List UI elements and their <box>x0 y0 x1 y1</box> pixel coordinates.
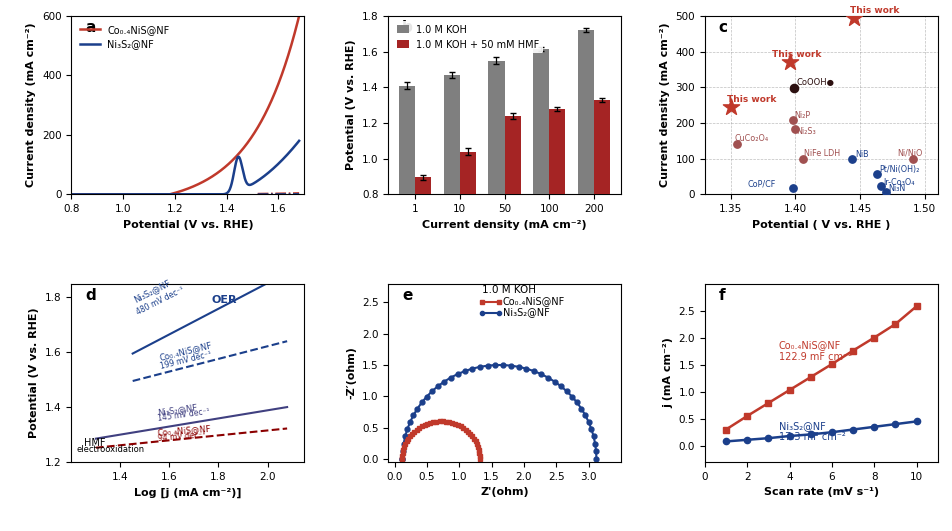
Point <box>785 116 801 125</box>
X-axis label: Potential ( V vs. RHE ): Potential ( V vs. RHE ) <box>752 220 890 229</box>
Ni₃S₂@NF <box>248 181 259 187</box>
Text: CuCo₂O₄: CuCo₂O₄ <box>735 134 768 143</box>
Co₀.₄NiS@NF <box>89 191 100 198</box>
Text: Co₀.₄NiS@NF: Co₀.₄NiS@NF <box>157 424 212 437</box>
Y-axis label: Potential (V vs. RHE): Potential (V vs. RHE) <box>30 307 39 438</box>
Co₀.₄NiS@NF <box>244 138 255 144</box>
Bar <box>415 177 431 337</box>
Y-axis label: Current density (mA cm⁻²): Current density (mA cm⁻²) <box>660 23 670 187</box>
Text: c: c <box>719 20 728 35</box>
Point <box>796 155 811 163</box>
Text: 480 mV dec⁻¹: 480 mV dec⁻¹ <box>135 285 186 317</box>
Text: 122.9 mF cm⁻²: 122.9 mF cm⁻² <box>779 353 852 362</box>
Text: e: e <box>402 288 412 303</box>
Ni₃S₂@NF <box>244 182 255 188</box>
Y-axis label: Current density (mA cm⁻²): Current density (mA cm⁻²) <box>27 23 36 187</box>
Line: Co₀.₄NiS@NF: Co₀.₄NiS@NF <box>71 16 299 194</box>
Text: Ni₃N: Ni₃N <box>888 184 905 193</box>
Text: Co₀.₄NiS@NF: Co₀.₄NiS@NF <box>158 340 212 362</box>
Text: This work: This work <box>850 6 899 15</box>
Text: Ni₂P: Ni₂P <box>794 110 810 119</box>
Point <box>846 13 862 22</box>
Point <box>785 184 801 193</box>
Text: Pt/Ni(OH)₂: Pt/Ni(OH)₂ <box>880 165 920 174</box>
Text: 199 mV dec⁻¹: 199 mV dec⁻¹ <box>160 350 212 371</box>
X-axis label: Current density (mA cm⁻²): Current density (mA cm⁻²) <box>423 220 586 229</box>
Co₀.₄NiS@NF <box>158 191 169 198</box>
X-axis label: Potential (V vs. RHE): Potential (V vs. RHE) <box>123 220 253 229</box>
Text: Co₀.₄NiS@NF: Co₀.₄NiS@NF <box>779 340 842 350</box>
Point <box>873 182 888 191</box>
Text: Co₀.₄NiS@NF: Co₀.₄NiS@NF <box>503 296 565 306</box>
Co₀.₄NiS@NF <box>66 191 77 198</box>
Bar <box>399 85 415 337</box>
Y-axis label: j (mA cm⁻²): j (mA cm⁻²) <box>663 337 673 408</box>
Y-axis label: -Z′(ohm): -Z′(ohm) <box>347 346 356 399</box>
Text: Ir-Co₃O₄: Ir-Co₃O₄ <box>883 178 915 187</box>
Text: Ni₃S₂@NF: Ni₃S₂@NF <box>157 403 198 417</box>
Text: HMF: HMF <box>84 438 105 448</box>
Ni₃S₂@NF <box>89 191 100 198</box>
Bar <box>578 30 594 337</box>
Text: electrooxidation: electrooxidation <box>76 445 145 454</box>
Text: Ni/NiO: Ni/NiO <box>898 149 923 158</box>
Text: f: f <box>719 288 725 303</box>
Ni₃S₂@NF <box>293 138 305 144</box>
Text: 1.0 M KOH: 1.0 M KOH <box>482 285 536 295</box>
Point <box>869 170 884 178</box>
Point <box>879 188 894 196</box>
Point <box>783 57 798 66</box>
Point <box>844 155 860 163</box>
Co₀.₄NiS@NF <box>248 132 259 138</box>
Legend: 1.0 M KOH, 1.0 M KOH + 50 mM HMF: 1.0 M KOH, 1.0 M KOH + 50 mM HMF <box>393 21 544 54</box>
Bar <box>533 49 549 337</box>
Ni₃S₂@NF <box>222 189 233 195</box>
Line: Ni₃S₂@NF: Ni₃S₂@NF <box>71 141 299 194</box>
X-axis label: Scan rate (mV s⁻¹): Scan rate (mV s⁻¹) <box>764 487 879 497</box>
Bar <box>549 109 565 337</box>
Text: 94 mV dec⁻¹: 94 mV dec⁻¹ <box>157 431 206 443</box>
X-axis label: Z'(ohm): Z'(ohm) <box>480 487 529 497</box>
Point <box>729 140 744 148</box>
Text: This work: This work <box>726 95 776 104</box>
Bar <box>505 116 521 337</box>
Text: CoOOH●: CoOOH● <box>797 78 835 87</box>
Y-axis label: Potential (V vs. RHE): Potential (V vs. RHE) <box>347 40 356 170</box>
Ni₃S₂@NF <box>166 191 177 198</box>
Text: Ni₃S₂@NF: Ni₃S₂@NF <box>779 422 825 432</box>
Co₀.₄NiS@NF <box>222 161 233 168</box>
Text: This work: This work <box>772 49 822 58</box>
X-axis label: Log [j (mA cm⁻²)]: Log [j (mA cm⁻²)] <box>134 487 242 498</box>
Legend: Co₀.₄NiS@NF, Ni₃S₂@NF: Co₀.₄NiS@NF, Ni₃S₂@NF <box>76 21 173 54</box>
Point <box>905 155 921 163</box>
Point <box>786 84 802 92</box>
Text: Ni₃S₂@NF: Ni₃S₂@NF <box>132 278 171 305</box>
Text: NiFe LDH: NiFe LDH <box>804 149 841 158</box>
Bar <box>488 61 505 337</box>
Ni₃S₂@NF <box>66 191 77 198</box>
Text: d: d <box>86 288 96 303</box>
Text: Ni₃S₂@NF: Ni₃S₂@NF <box>503 307 549 317</box>
Text: b: b <box>402 20 413 35</box>
Point <box>788 125 803 133</box>
Ni₃S₂@NF <box>158 191 169 198</box>
Co₀.₄NiS@NF <box>166 191 177 197</box>
Text: CoP/CF: CoP/CF <box>747 179 776 189</box>
Bar <box>594 100 610 337</box>
Bar <box>460 151 476 337</box>
Text: a: a <box>86 20 96 35</box>
Text: 17.3 mF cm⁻²: 17.3 mF cm⁻² <box>779 432 845 442</box>
Text: 145 mV dec⁻¹: 145 mV dec⁻¹ <box>157 407 210 423</box>
Text: OER: OER <box>211 295 237 305</box>
Text: Ni₂S₃: Ni₂S₃ <box>797 127 817 136</box>
Co₀.₄NiS@NF <box>293 13 305 19</box>
Text: NiB: NiB <box>855 150 868 159</box>
Bar <box>444 75 460 337</box>
Point <box>724 102 739 111</box>
